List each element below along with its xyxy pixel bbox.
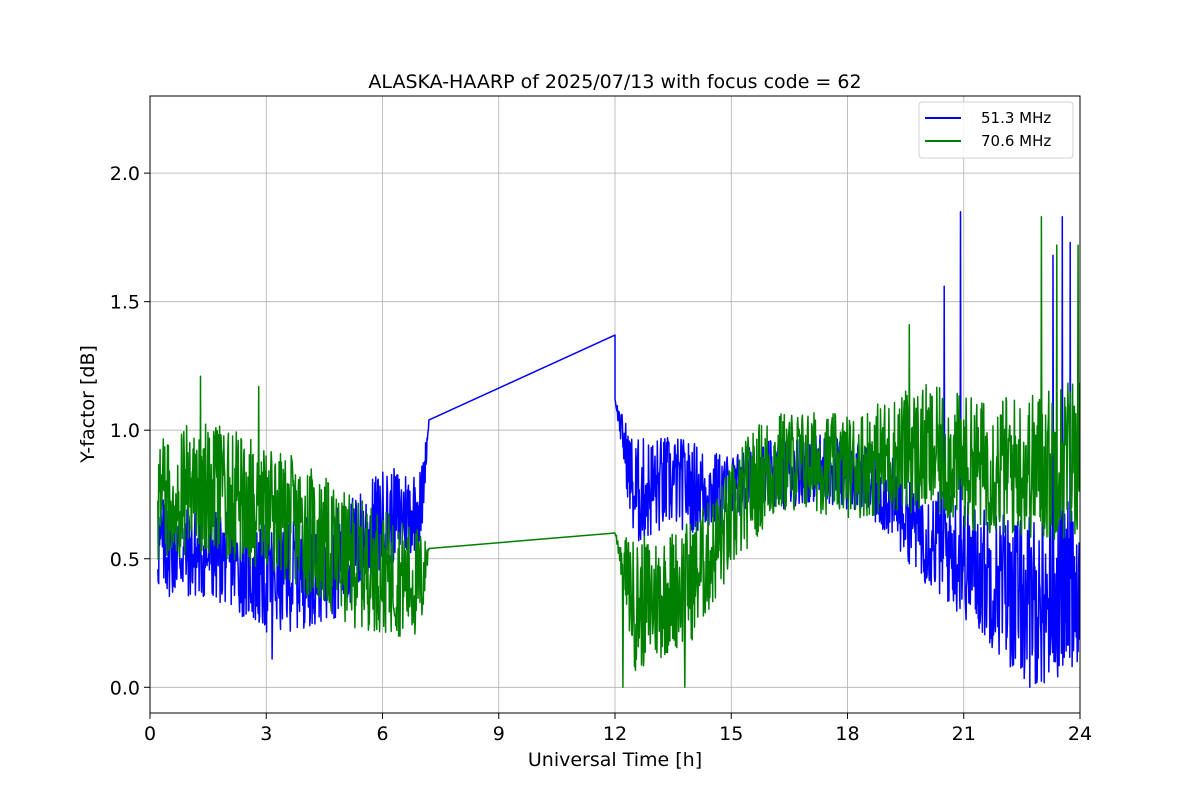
- x-tick-label: 9: [493, 723, 505, 745]
- x-axis-label: Universal Time [h]: [528, 749, 702, 771]
- legend-label: 70.6 MHz: [981, 132, 1051, 150]
- chart-title: ALASKA-HAARP of 2025/07/13 with focus co…: [368, 71, 861, 93]
- series-line-51-3-mhz: [157, 210, 1081, 689]
- y-tick-label: 1.0: [110, 420, 140, 442]
- x-tick-label: 3: [260, 723, 272, 745]
- x-tick-label: 18: [835, 723, 859, 745]
- plot-area: [157, 210, 1081, 689]
- legend-label: 51.3 MHz: [981, 109, 1051, 127]
- x-tick-label: 12: [603, 723, 627, 745]
- y-tick-label: 1.5: [110, 292, 140, 314]
- y-tick-label: 0.5: [110, 549, 140, 571]
- legend: 51.3 MHz 70.6 MHz: [918, 101, 1074, 159]
- x-tick-label: 0: [144, 723, 156, 745]
- y-tick-label: 0.0: [110, 677, 140, 699]
- legend-box: [918, 101, 1074, 159]
- x-tick-label: 24: [1068, 723, 1092, 745]
- x-axis: 0 3 6 9 12 15 18 21 24: [144, 713, 1092, 745]
- y-tick-label: 2.0: [110, 163, 140, 185]
- x-tick-label: 15: [719, 723, 743, 745]
- x-tick-label: 21: [952, 723, 976, 745]
- series-line-70-6-mhz: [157, 216, 1081, 689]
- y-axis-label: Y-factor [dB]: [77, 345, 99, 464]
- x-tick-label: 6: [376, 723, 388, 745]
- y-axis: 0.0 0.5 1.0 1.5 2.0: [110, 163, 150, 699]
